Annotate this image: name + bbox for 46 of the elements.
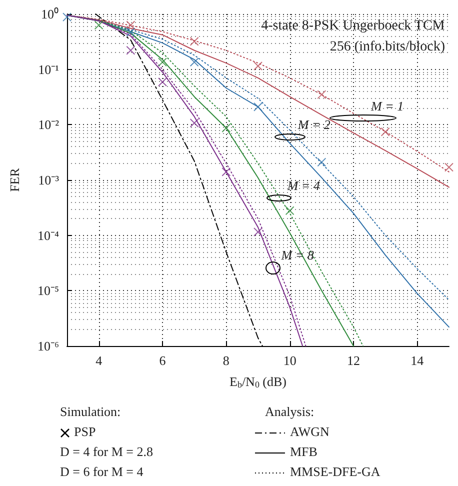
- text: MFB: [290, 444, 318, 459]
- point: [222, 124, 231, 133]
- point: [126, 28, 136, 37]
- text: D = 6 for M = 4: [60, 464, 144, 479]
- x-tick-label: 6: [159, 353, 166, 368]
- point: [285, 206, 294, 216]
- x-tick-label: 14: [410, 353, 424, 368]
- point: [254, 102, 262, 112]
- y-tick-label: 10⁻⁵: [37, 283, 59, 298]
- point: [317, 90, 326, 100]
- annotation: M = 2: [296, 116, 331, 132]
- point: [380, 127, 390, 136]
- point: [222, 167, 231, 176]
- point: [254, 61, 262, 70]
- y-tick-label: 10⁰: [41, 6, 59, 22]
- point: [94, 20, 104, 30]
- point: [190, 118, 199, 128]
- x-tick-label: 10: [283, 353, 296, 368]
- x-tick-label: 4: [96, 353, 103, 368]
- point: [126, 46, 136, 55]
- y-tick-label: 10⁻²: [38, 117, 60, 132]
- point: [317, 158, 326, 167]
- y-tick-label: 10⁻⁶: [37, 338, 59, 354]
- chart-title: 4-state 8-PSK Ungerboeck TCM: [261, 18, 446, 34]
- text: PSP: [74, 424, 96, 439]
- point: [444, 162, 454, 172]
- annotation: M = 4: [286, 178, 320, 194]
- point: [190, 36, 199, 46]
- x-tick-label: 12: [347, 353, 360, 368]
- y-tick-label: 10⁻³: [38, 172, 60, 188]
- y-axis-title: FER: [7, 168, 22, 192]
- point: [158, 78, 167, 87]
- point: [190, 58, 199, 67]
- text: MMSE-DFE-GA: [290, 464, 381, 479]
- text: D = 4 for M = 2.8: [60, 444, 154, 459]
- y-tick-label: 10⁻⁴: [37, 228, 60, 243]
- point: [158, 58, 167, 67]
- point: [254, 227, 262, 236]
- text: AWGN: [290, 424, 330, 439]
- point: [126, 20, 136, 30]
- x-tick-label: 8: [222, 353, 230, 368]
- y-tick-label: 10⁻¹: [38, 62, 60, 77]
- text: Simulation:: [60, 404, 121, 419]
- text: Analysis:: [265, 404, 314, 419]
- text: 256 (info.bits/block): [330, 40, 446, 54]
- annotation: M = 1: [370, 98, 404, 114]
